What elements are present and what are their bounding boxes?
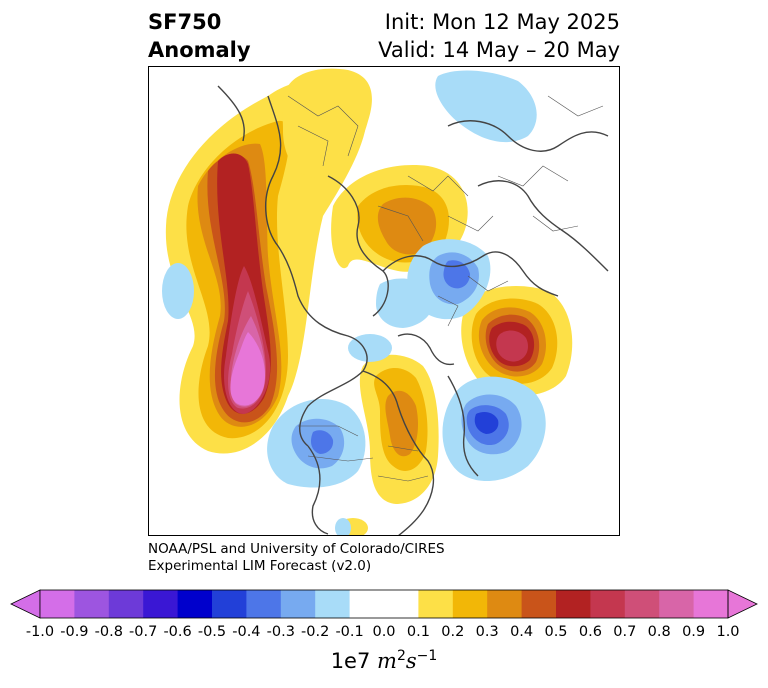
- colorbar-segment: [521, 590, 557, 618]
- colorbar-segment: [384, 590, 419, 618]
- colorbar-tick-label: -0.3: [266, 624, 295, 640]
- country-borders: [287, 95, 604, 482]
- title-variable: SF750: [148, 10, 222, 34]
- map-frame: [148, 66, 620, 536]
- credit-line-2: Experimental LIM Forecast (v2.0): [148, 558, 372, 574]
- unit-exp-s: −1: [416, 648, 438, 664]
- colorbar-segment: [177, 590, 213, 618]
- ridge-north-america: [359, 354, 439, 504]
- colorbar-segment: [659, 590, 695, 618]
- colorbar-tick-label: 0.2: [441, 624, 465, 640]
- anomaly-map: [148, 66, 620, 536]
- title-field: Anomaly: [148, 38, 251, 62]
- colorbar-segment: [452, 590, 488, 618]
- colorbar-tick-label: -0.9: [60, 624, 89, 640]
- trough-atlantic: [442, 376, 546, 481]
- colorbar-tick-label: -0.6: [163, 624, 192, 640]
- colorbar-tick-label: 0.6: [578, 624, 602, 640]
- colorbar-extend-min: [10, 589, 41, 619]
- colorbar-segment: [246, 590, 282, 618]
- trough-siberia: [435, 70, 537, 143]
- colorbar-segment: [143, 590, 179, 618]
- colorbar: [10, 589, 758, 619]
- unit-m: m: [377, 649, 397, 673]
- unit-exp-m: 2: [396, 648, 406, 664]
- colorbar-tick-label: 0.1: [406, 624, 430, 640]
- colorbar-segment: [418, 590, 454, 618]
- trough-pacific-small: [162, 263, 194, 319]
- ridge-atlantic: [461, 286, 573, 396]
- unit-prefix: 1e7: [330, 649, 371, 673]
- colorbar-tick-label: 0.9: [682, 624, 706, 640]
- colorbar-tick-label: -0.5: [197, 624, 227, 640]
- colorbar-tick-label: 0.7: [613, 624, 637, 640]
- valid-range: Valid: 14 May – 20 May: [378, 38, 620, 62]
- colorbar-segment: [487, 590, 523, 618]
- colorbar-tick-label: 0.0: [372, 624, 396, 640]
- colorbar-segment: [212, 590, 247, 618]
- colorbar-segment: [40, 590, 75, 618]
- colorbar-segment: [624, 590, 660, 618]
- coastlines: [217, 85, 609, 536]
- map-title: SF750 Anomaly: [148, 8, 251, 64]
- colorbar-tick-label: 0.8: [647, 624, 671, 640]
- colorbar-tick-label: -0.4: [232, 624, 261, 640]
- colorbar-tick-label: -0.7: [129, 624, 158, 640]
- colorbar-segment: [556, 590, 591, 618]
- colorbar-tick-label: -1.0: [25, 624, 55, 640]
- colorbar-tick-label: -0.8: [94, 624, 123, 640]
- colorbar-segment: [349, 590, 385, 618]
- colorbar-tick-label: 0.5: [544, 624, 568, 640]
- trough-east-pacific: [348, 334, 392, 362]
- colorbar-tick-label: -0.2: [301, 624, 330, 640]
- colorbar-frame: [39, 589, 729, 619]
- trough-mexico: [335, 518, 351, 536]
- ridge-eurasia: [331, 165, 468, 272]
- colorbar-tick-label: 0.4: [510, 624, 534, 640]
- colorbar-segment: [74, 590, 110, 618]
- colorbar-unit-label: 1e7 m2s−1: [0, 648, 768, 673]
- colorbar-extend-max: [727, 589, 758, 619]
- colorbar-segment: [693, 590, 729, 618]
- unit-s: s: [405, 649, 417, 673]
- colorbar-segment: [590, 590, 626, 618]
- colorbar-tick-label: -0.1: [335, 624, 364, 640]
- colorbar-segment: [280, 590, 316, 618]
- ridge-pacific: [165, 78, 368, 454]
- colorbar-segment: [108, 590, 144, 618]
- credit-line-1: NOAA/PSL and University of Colorado/CIRE…: [148, 541, 445, 557]
- credit-text: NOAA/PSL and University of Colorado/CIRE…: [148, 541, 445, 575]
- trough-arctic: [376, 278, 434, 328]
- forecast-dates: Init: Mon 12 May 2025 Valid: 14 May – 20…: [378, 8, 620, 64]
- init-date: Init: Mon 12 May 2025: [384, 10, 620, 34]
- colorbar-tick-label: 1.0: [716, 624, 740, 640]
- colorbar-tick-label: 0.3: [475, 624, 499, 640]
- colorbar-segment: [315, 590, 351, 618]
- trough-western-us: [267, 398, 366, 488]
- colorbar-ticks: -1.0 -0.9 -0.8 -0.7 -0.6 -0.5 -0.4 -0.3 -0.2 -0.1…: [0, 624, 768, 646]
